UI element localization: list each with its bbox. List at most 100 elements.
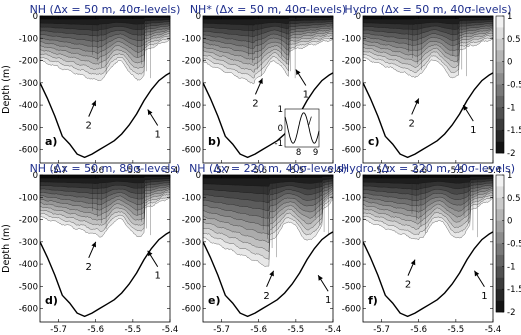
y-tick-label: -100 bbox=[19, 193, 38, 203]
arrow-head bbox=[147, 109, 153, 116]
y-tick-label: 0 bbox=[33, 12, 38, 22]
arrow-label-2: 2 bbox=[263, 291, 269, 302]
colorbar-segment bbox=[496, 300, 504, 313]
y-tick-label: 0 bbox=[356, 12, 361, 22]
y-tick-label: 0 bbox=[196, 171, 201, 181]
x-tick-label: -5.7 bbox=[373, 166, 390, 176]
arrow-head bbox=[474, 270, 480, 277]
colorbar-segment bbox=[496, 95, 504, 108]
colorbar-tick-label: 0 bbox=[507, 58, 512, 68]
x-tick-label: -5.7 bbox=[373, 325, 390, 335]
colorbar-segment bbox=[496, 118, 504, 131]
colorbar-tick-label: -2 bbox=[507, 149, 515, 159]
arrow-head bbox=[318, 275, 323, 281]
y-tick-label: -400 bbox=[342, 260, 361, 270]
x-tick-label: -5.6 bbox=[87, 166, 104, 176]
y-tick-label: -600 bbox=[342, 305, 361, 315]
x-tick-label: -5.4 bbox=[325, 325, 342, 335]
seabed-fill bbox=[203, 231, 333, 322]
bathymetry-line bbox=[203, 72, 333, 159]
colorbar-segment bbox=[496, 130, 504, 142]
colorbar: 1 0.5 0 -0.5 -1 -1.5 -2 bbox=[495, 12, 521, 159]
panel-a: -5.7 -5.6 -5.5 -5.4 -600 -500 -400 -300 -200 -100… bbox=[19, 3, 181, 176]
y-tick-label: -500 bbox=[342, 123, 361, 133]
arrow-head bbox=[147, 250, 153, 257]
y-tick-label: -200 bbox=[342, 216, 361, 226]
y-tick-label: -500 bbox=[19, 123, 38, 133]
contour-field-a bbox=[40, 16, 170, 163]
x-tick-label: -5.5 bbox=[288, 325, 305, 335]
x-tick-label: -5.5 bbox=[448, 166, 465, 176]
x-tick-label: -5.6 bbox=[250, 325, 267, 335]
y-tick-label: -300 bbox=[19, 238, 38, 248]
inset-y-tick-label: 0 bbox=[278, 124, 283, 134]
colorbar-tick-label: -1 bbox=[507, 262, 515, 272]
x-tick-label: -5.6 bbox=[410, 325, 427, 335]
bathymetry-line bbox=[363, 231, 493, 318]
x-tick-label: -5.5 bbox=[125, 166, 142, 176]
y-axis-label: Depth (m) bbox=[1, 65, 12, 114]
arrow-label-1: 1 bbox=[155, 130, 161, 141]
axes-frame bbox=[202, 15, 334, 164]
y-tick-label: -200 bbox=[182, 216, 201, 226]
y-tick-label: -500 bbox=[182, 282, 201, 292]
colorbar-segment bbox=[496, 254, 504, 267]
colorbar-segment bbox=[496, 50, 504, 62]
arrow-head bbox=[295, 69, 301, 76]
y-tick-label: -600 bbox=[342, 146, 361, 156]
y-tick-label: -600 bbox=[182, 146, 201, 156]
colorbar-segment bbox=[496, 289, 504, 301]
panel-label: c) bbox=[368, 135, 380, 148]
inset-plot: 8 9 0 -1 1 bbox=[275, 105, 320, 158]
y-tick-label: -100 bbox=[182, 193, 201, 203]
arrow-label-2: 2 bbox=[86, 262, 92, 273]
arrow-label-1: 1 bbox=[481, 291, 487, 302]
inset-x-tick-label: 9 bbox=[313, 148, 318, 158]
arrow-label-2: 2 bbox=[86, 121, 92, 132]
colorbar-segment bbox=[496, 277, 504, 290]
panel-e: -5.7 -5.6 -5.5 -5.4 -600 -500 -400 -300 -200 -100… bbox=[182, 162, 347, 335]
x-tick-label: -5.4 bbox=[325, 166, 342, 176]
panel-d: -5.7 -5.6 -5.5 -5.4 -600 -500 -400 -300 -200 -100… bbox=[19, 162, 181, 335]
colorbar-segment bbox=[496, 38, 504, 51]
colorbar-segment bbox=[496, 141, 504, 154]
inset-y-tick-label: 1 bbox=[278, 105, 283, 115]
panel-c: -5.7 -5.6 -5.5 -5.4-600-500-400-300-200-100… bbox=[342, 3, 512, 176]
panel-title: NH (Δx = 50 m, 40σ-levels) bbox=[30, 3, 181, 16]
arrow-label-1: 1 bbox=[325, 295, 331, 306]
inset-y-tick-label: -1 bbox=[275, 139, 283, 149]
x-tick-label: -5.4 bbox=[485, 325, 502, 335]
colorbar-segment bbox=[496, 266, 504, 279]
colorbar-tick-label: -0.5 bbox=[507, 240, 521, 250]
x-tick-label: -5.4 bbox=[162, 166, 179, 176]
inset-curve bbox=[284, 112, 320, 144]
contour-level bbox=[363, 175, 493, 179]
arrow-label-2: 2 bbox=[409, 118, 415, 129]
colorbar-tick-label: -1.5 bbox=[507, 126, 521, 136]
colorbar-tick-label: -2 bbox=[507, 308, 515, 318]
y-tick-label: -400 bbox=[342, 101, 361, 111]
panel-title: NH (Δx = 50 m, 80σ-levels) bbox=[30, 162, 181, 175]
y-tick-label: -400 bbox=[182, 260, 201, 270]
arrow-head bbox=[410, 259, 416, 266]
y-tick-label: -200 bbox=[342, 57, 361, 67]
y-tick-label: 0 bbox=[33, 171, 38, 181]
seabed-fill bbox=[40, 231, 170, 322]
panel-f: -5.7 -5.6 -5.5 -5.4-600-500-400-300-200-100… bbox=[341, 162, 515, 335]
colorbar-segment bbox=[496, 186, 504, 199]
bathymetry-line bbox=[363, 72, 493, 159]
panel-title: NH* (Δx = 50 m, 40σ-levels) bbox=[190, 3, 346, 16]
y-tick-label: -200 bbox=[19, 57, 38, 67]
colorbar-tick-label: -0.5 bbox=[507, 81, 521, 91]
x-tick-label: -5.4 bbox=[485, 166, 502, 176]
x-tick-label: -5.6 bbox=[250, 166, 267, 176]
x-tick-label: -5.6 bbox=[410, 166, 427, 176]
y-tick-label: -100 bbox=[182, 34, 201, 44]
contour-field-d bbox=[40, 175, 170, 322]
colorbar-tick-label: 0.5 bbox=[507, 194, 521, 204]
x-tick-label: -5.6 bbox=[87, 325, 104, 335]
colorbar-tick-label: -1.5 bbox=[507, 285, 521, 295]
panel-title: Hydro (Δx = 50 m, 40σ-levels) bbox=[344, 3, 511, 16]
contour-field-c bbox=[363, 16, 493, 163]
